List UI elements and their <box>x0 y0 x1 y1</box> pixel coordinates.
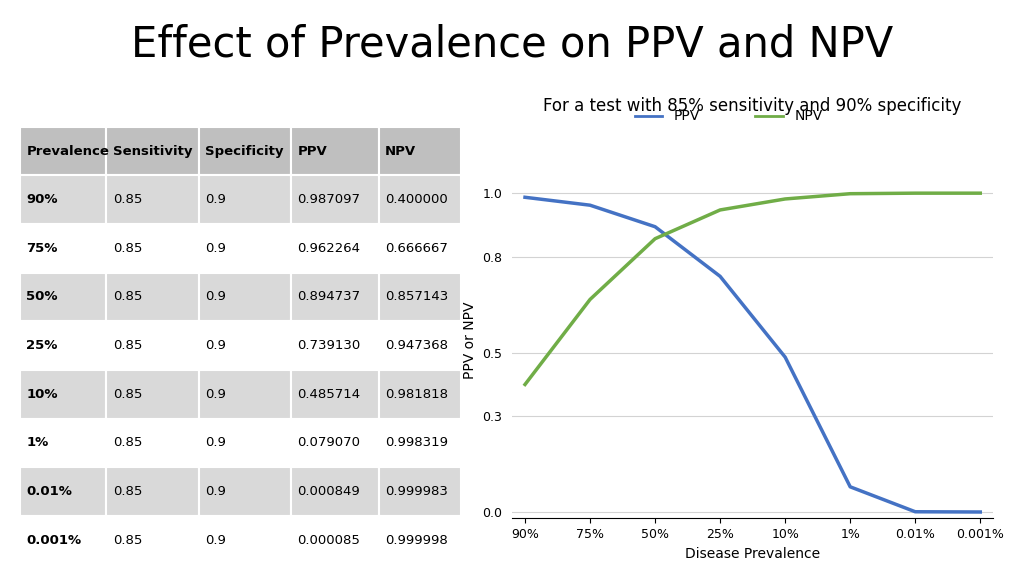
Text: Sensitivity: Sensitivity <box>113 145 193 158</box>
Bar <box>379 467 461 516</box>
Bar <box>291 419 379 467</box>
Text: 0.999983: 0.999983 <box>385 485 447 498</box>
Bar <box>20 224 106 272</box>
Bar <box>379 419 461 467</box>
Text: 0.9: 0.9 <box>205 437 226 449</box>
Text: 90%: 90% <box>27 193 58 206</box>
Bar <box>199 127 291 175</box>
Bar <box>199 516 291 564</box>
Bar <box>291 467 379 516</box>
Bar <box>20 516 106 564</box>
Bar <box>106 321 199 370</box>
Text: 0.998319: 0.998319 <box>385 437 449 449</box>
Text: 0.857143: 0.857143 <box>385 290 449 304</box>
Text: PPV: PPV <box>297 145 328 158</box>
Bar <box>20 175 106 224</box>
Text: 0.894737: 0.894737 <box>297 290 360 304</box>
Bar <box>20 272 106 321</box>
Bar <box>199 321 291 370</box>
Text: 0.400000: 0.400000 <box>385 193 447 206</box>
Bar <box>291 516 379 564</box>
Text: 0.981818: 0.981818 <box>385 388 449 401</box>
Text: 0.947368: 0.947368 <box>385 339 449 352</box>
Text: 0.01%: 0.01% <box>27 485 73 498</box>
Bar <box>379 516 461 564</box>
Bar <box>106 224 199 272</box>
Bar <box>291 321 379 370</box>
Text: 0.666667: 0.666667 <box>385 242 447 255</box>
Text: Specificity: Specificity <box>205 145 284 158</box>
Bar <box>106 127 199 175</box>
Text: 0.001%: 0.001% <box>27 533 82 547</box>
Text: Prevalence: Prevalence <box>27 145 110 158</box>
Text: 0.000849: 0.000849 <box>297 485 360 498</box>
Text: Effect of Prevalence on PPV and NPV: Effect of Prevalence on PPV and NPV <box>131 23 893 65</box>
Text: 0.85: 0.85 <box>113 485 142 498</box>
Text: 1%: 1% <box>27 437 49 449</box>
Bar <box>106 419 199 467</box>
Text: 0.85: 0.85 <box>113 388 142 401</box>
Bar <box>379 321 461 370</box>
Bar <box>291 224 379 272</box>
Bar <box>199 370 291 419</box>
X-axis label: Disease Prevalence: Disease Prevalence <box>685 547 820 560</box>
Text: 0.85: 0.85 <box>113 339 142 352</box>
Bar <box>20 370 106 419</box>
Text: 0.85: 0.85 <box>113 290 142 304</box>
Legend: PPV, NPV: PPV, NPV <box>629 104 828 129</box>
Text: 0.962264: 0.962264 <box>297 242 360 255</box>
Text: 10%: 10% <box>27 388 58 401</box>
Title: For a test with 85% sensitivity and 90% specificity: For a test with 85% sensitivity and 90% … <box>544 97 962 115</box>
Bar <box>106 272 199 321</box>
Text: 0.85: 0.85 <box>113 533 142 547</box>
Bar <box>199 224 291 272</box>
Bar <box>20 321 106 370</box>
Text: 0.9: 0.9 <box>205 242 226 255</box>
Text: 0.000085: 0.000085 <box>297 533 360 547</box>
Bar <box>106 516 199 564</box>
Bar <box>20 467 106 516</box>
Text: 75%: 75% <box>27 242 58 255</box>
Bar <box>379 224 461 272</box>
Text: 0.9: 0.9 <box>205 193 226 206</box>
Text: 0.999998: 0.999998 <box>385 533 447 547</box>
Bar <box>291 175 379 224</box>
Text: 0.9: 0.9 <box>205 339 226 352</box>
Text: 0.9: 0.9 <box>205 533 226 547</box>
Bar <box>199 175 291 224</box>
Bar <box>379 127 461 175</box>
Text: 0.9: 0.9 <box>205 388 226 401</box>
Bar <box>199 419 291 467</box>
Text: 50%: 50% <box>27 290 58 304</box>
Text: 0.987097: 0.987097 <box>297 193 360 206</box>
Bar <box>20 419 106 467</box>
Bar <box>379 370 461 419</box>
Text: 0.85: 0.85 <box>113 193 142 206</box>
Bar <box>379 272 461 321</box>
Bar <box>106 467 199 516</box>
Bar <box>20 127 106 175</box>
Bar <box>199 272 291 321</box>
Text: NPV: NPV <box>385 145 416 158</box>
Text: 0.079070: 0.079070 <box>297 437 360 449</box>
Bar <box>379 175 461 224</box>
Text: 0.9: 0.9 <box>205 290 226 304</box>
Text: 0.485714: 0.485714 <box>297 388 360 401</box>
Text: 0.9: 0.9 <box>205 485 226 498</box>
Text: 0.85: 0.85 <box>113 437 142 449</box>
Bar <box>291 272 379 321</box>
Bar <box>106 175 199 224</box>
Bar <box>291 127 379 175</box>
Text: 0.739130: 0.739130 <box>297 339 360 352</box>
Bar <box>106 370 199 419</box>
Y-axis label: PPV or NPV: PPV or NPV <box>463 301 477 378</box>
Bar <box>199 467 291 516</box>
Text: 25%: 25% <box>27 339 58 352</box>
Text: 0.85: 0.85 <box>113 242 142 255</box>
Bar <box>291 370 379 419</box>
